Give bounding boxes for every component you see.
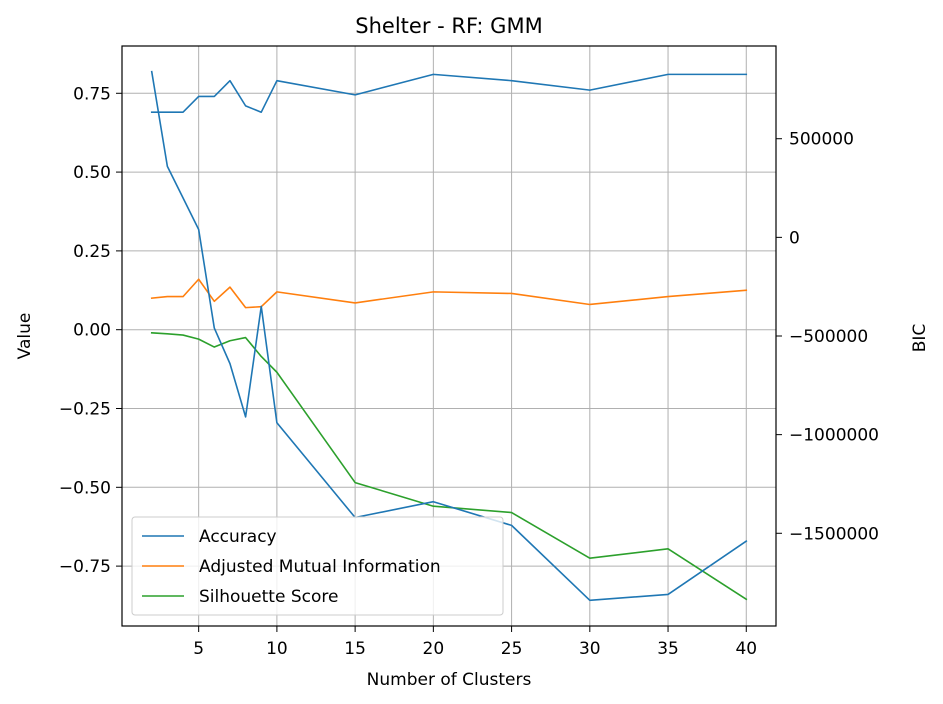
- series-line-bic: [150, 70, 748, 602]
- y-axis-label: Value: [15, 313, 35, 360]
- x-tick-label: 15: [344, 639, 366, 659]
- x-axis-label: Number of Clusters: [367, 670, 532, 690]
- x-tick-label: 35: [657, 639, 679, 659]
- x-tick-label: 10: [266, 639, 288, 659]
- x-axis: 5 10 15 20 25 30 35 40: [193, 626, 757, 659]
- series-lines: [150, 70, 748, 602]
- legend: Accuracy Adjusted Mutual Information Silho…: [131, 516, 504, 616]
- x-tick-label: 30: [579, 639, 601, 659]
- series-line-accuracy: [150, 73, 748, 113]
- x-tick-label: 40: [735, 639, 757, 659]
- y2-tick-label: −1500000: [789, 524, 879, 544]
- legend-label: Silhouette Score: [199, 587, 338, 607]
- series-line-adjusted-mutual-information: [150, 278, 748, 309]
- y-tick-label: −0.50: [59, 478, 111, 498]
- y-tick-label: −0.75: [59, 557, 111, 577]
- y-tick-label: −0.25: [59, 400, 111, 420]
- y-axis-right: 500000 0 −500000 −1000000 −1500000: [776, 130, 879, 544]
- legend-label: Accuracy: [199, 527, 277, 547]
- y2-tick-label: 0: [789, 228, 800, 248]
- y-tick-label: 0.00: [73, 321, 111, 341]
- y2-tick-label: 500000: [789, 130, 854, 150]
- x-tick-label: 5: [193, 639, 204, 659]
- y2-tick-label: −1000000: [789, 426, 879, 446]
- y-tick-label: 0.75: [73, 84, 111, 104]
- y-tick-label: 0.25: [73, 242, 111, 262]
- y-tick-label: 0.50: [73, 163, 111, 183]
- x-tick-label: 25: [501, 639, 523, 659]
- y-axis-left: 0.75 0.50 0.25 0.00 −0.25 −0.50 −0.75: [59, 84, 122, 577]
- chart-title: Shelter - RF: GMM: [355, 14, 542, 38]
- legend-label: Adjusted Mutual Information: [199, 557, 441, 577]
- x-grid: [198, 46, 747, 626]
- legend-box: [131, 516, 504, 616]
- y-grid: [122, 92, 776, 567]
- y2-tick-label: −500000: [789, 327, 868, 347]
- x-tick-label: 20: [423, 639, 445, 659]
- series-line-silhouette-score: [150, 332, 748, 601]
- y2-axis-label: BIC: [910, 324, 930, 353]
